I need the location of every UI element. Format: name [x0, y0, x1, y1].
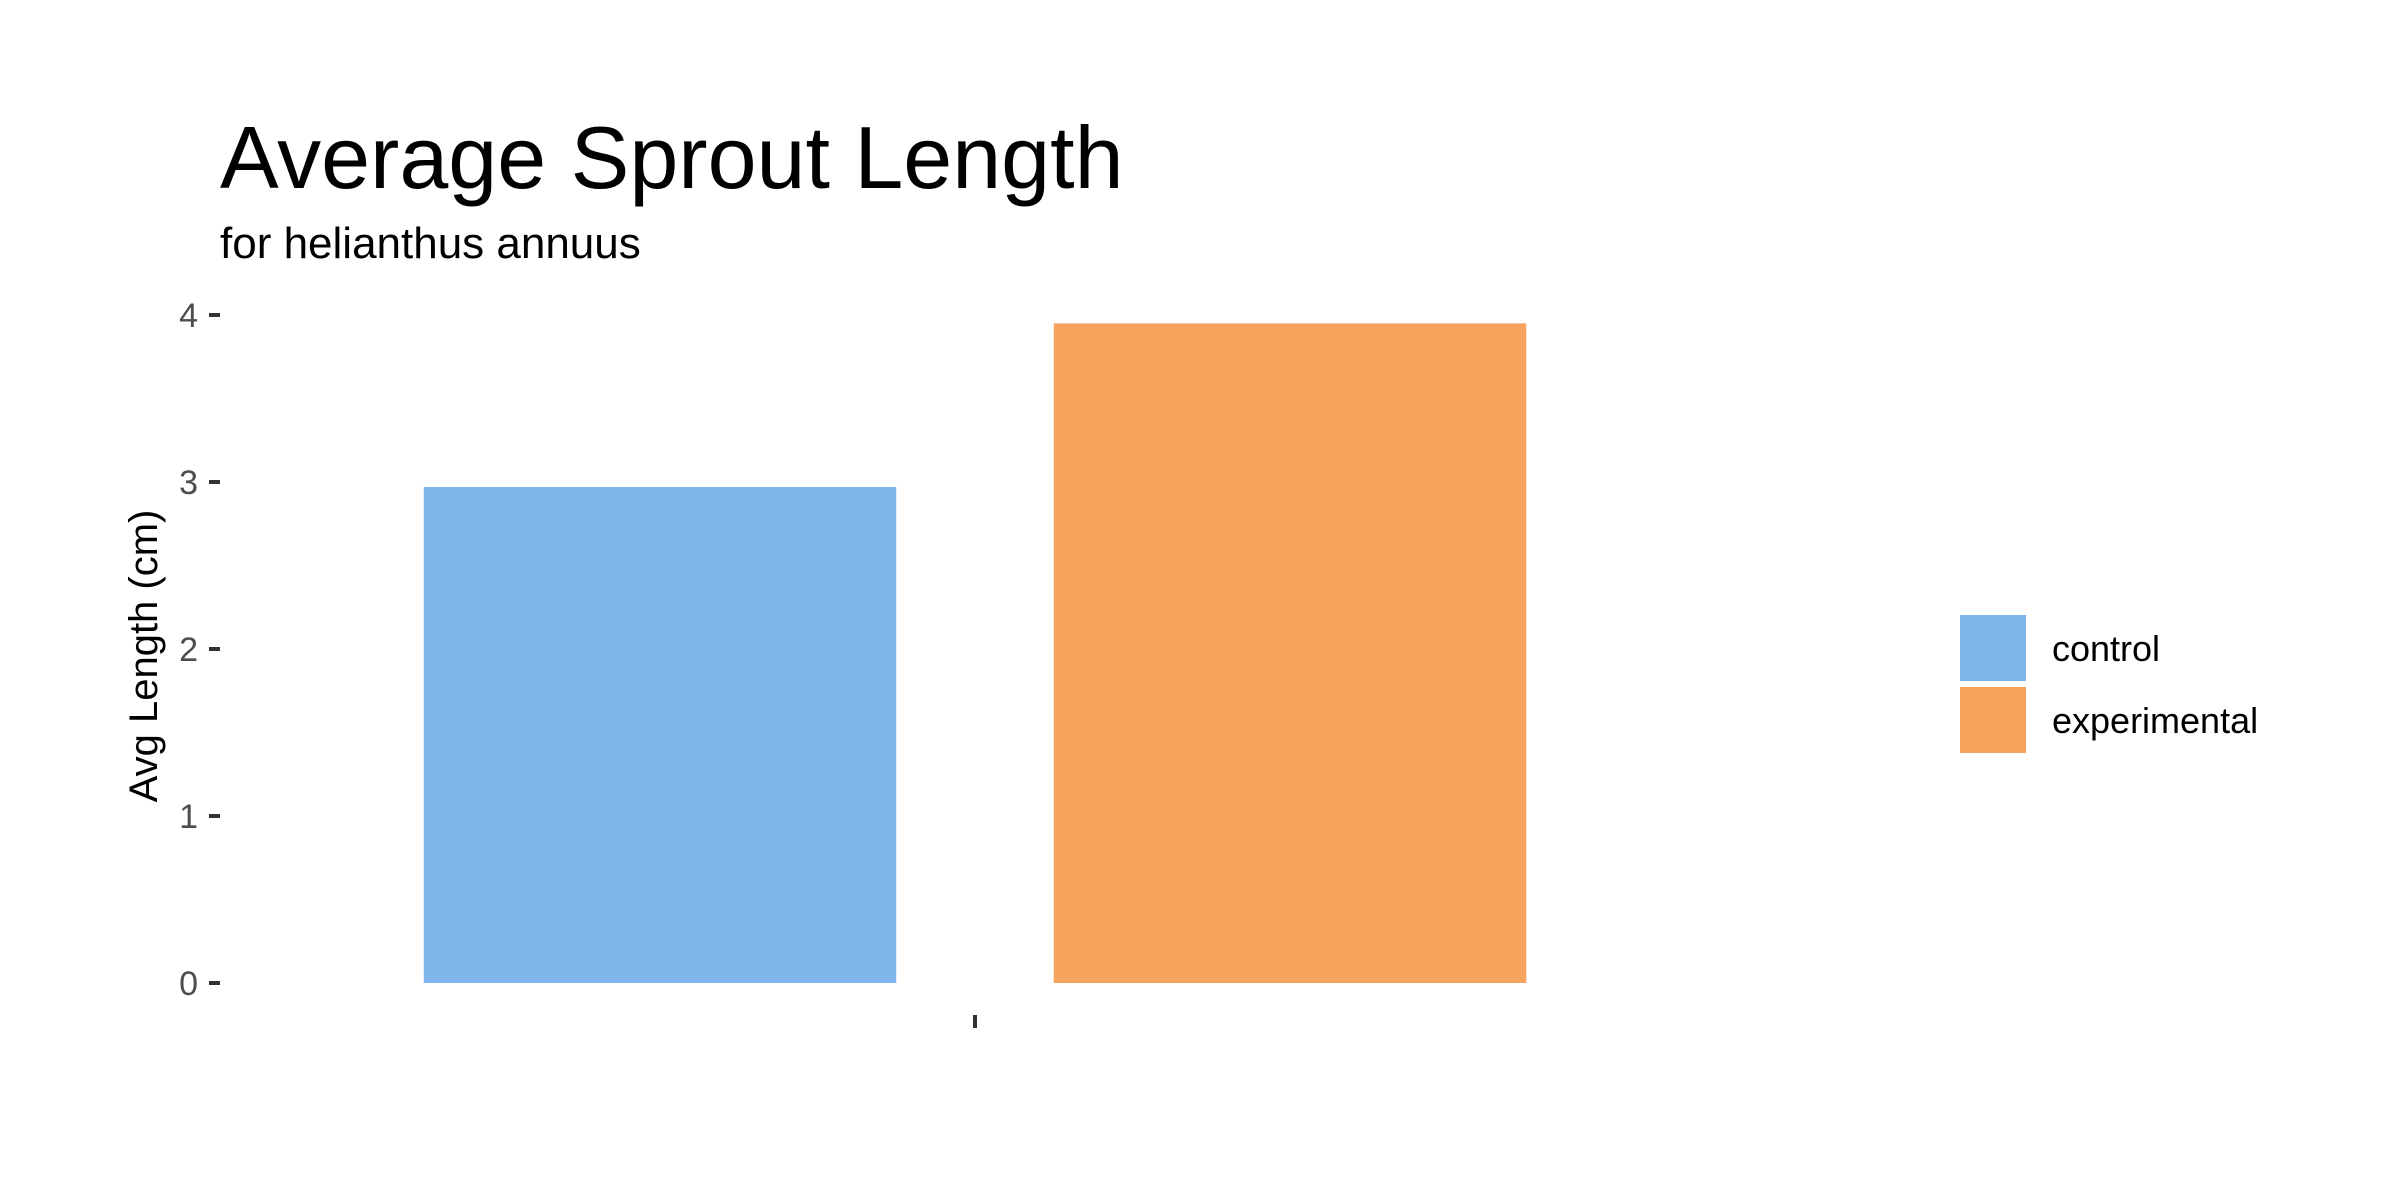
legend-label: control: [2052, 628, 2160, 669]
y-axis-label: Avg Length (cm): [122, 510, 166, 803]
y-axis: 0 1 2 3 4: [179, 297, 220, 1003]
legend-key-experimental: [1960, 687, 2026, 753]
y-tick-label: 4: [179, 297, 198, 335]
y-tick-label: 1: [179, 798, 198, 836]
y-tick-label: 3: [179, 464, 198, 502]
bar-control: [423, 487, 897, 983]
y-tick-label: 2: [179, 631, 198, 669]
bar-experimental: [1053, 323, 1527, 984]
chart-title: Average Sprout Length: [220, 108, 1124, 207]
legend-label: experimental: [2052, 700, 2258, 741]
bars: [423, 323, 1527, 984]
chart-subtitle: for helianthus annuus: [220, 219, 641, 268]
legend-key-control: [1960, 615, 2026, 681]
legend: control experimental: [1960, 615, 2258, 753]
y-tick-label: 0: [179, 965, 198, 1003]
